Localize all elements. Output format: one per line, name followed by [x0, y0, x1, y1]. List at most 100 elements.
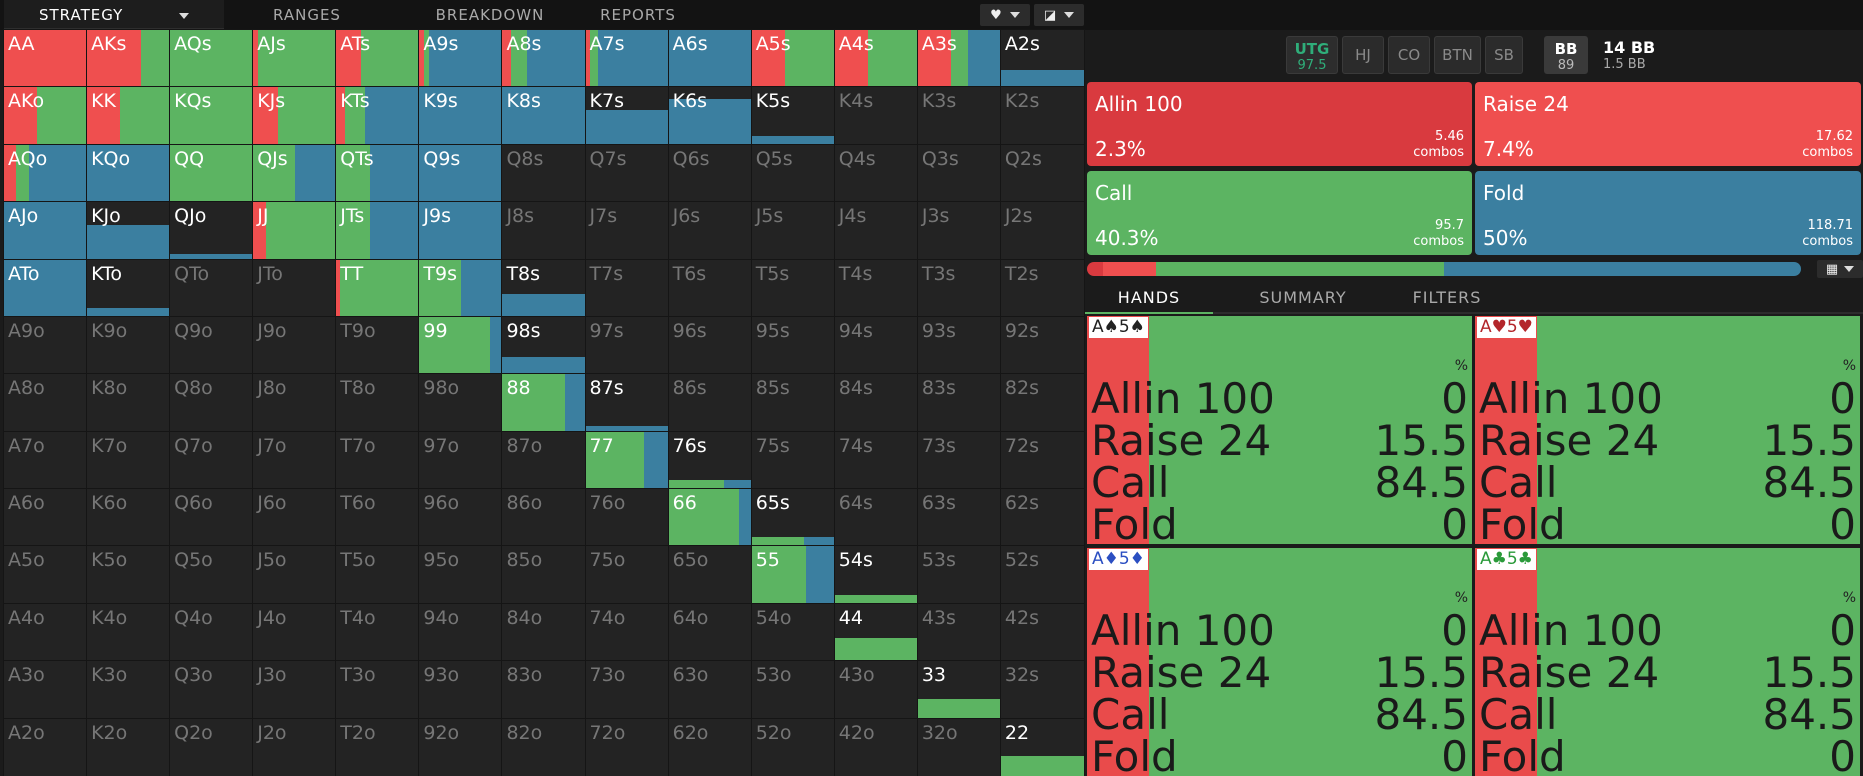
hand-cell-97o[interactable]: 97o	[418, 430, 504, 491]
hand-cell-t8o[interactable]: T8o	[335, 373, 421, 433]
hand-cell-88[interactable]: 88	[501, 373, 587, 433]
hand-cell-t9o[interactable]: T9o	[335, 315, 421, 376]
hand-cell-64s[interactable]: 64s	[833, 488, 919, 548]
tab-reports[interactable]: REPORTS	[600, 6, 676, 24]
view-mode-button[interactable]: ◪	[1034, 4, 1084, 26]
hand-combo-card[interactable]: A♠5♠% Allin 100 0 Raise 24 15.5 Call 84.5 Fold 0	[1087, 316, 1472, 544]
hand-cell-a4o[interactable]: A4o	[2, 602, 89, 663]
hand-cell-82o[interactable]: 82o	[501, 717, 587, 776]
hand-cell-a4s[interactable]: A4s	[833, 28, 919, 89]
hand-cell-62s[interactable]: 62s	[999, 488, 1085, 548]
hand-cell-t7s[interactable]: T7s	[584, 258, 670, 318]
hand-cell-72s[interactable]: 72s	[999, 430, 1085, 491]
hand-cell-64o[interactable]: 64o	[667, 602, 753, 663]
hand-cell-a3s[interactable]: A3s	[916, 28, 1002, 89]
hand-cell-66[interactable]: 66	[667, 488, 753, 548]
hand-cell-85o[interactable]: 85o	[501, 545, 587, 605]
hand-cell-97s[interactable]: 97s	[584, 315, 670, 376]
hand-cell-aqo[interactable]: AQo	[2, 143, 89, 204]
hand-cell-q7o[interactable]: Q7o	[169, 430, 255, 491]
hand-cell-q5s[interactable]: Q5s	[750, 143, 836, 204]
hand-cell-k5o[interactable]: K5o	[86, 545, 172, 605]
hand-combo-card[interactable]: A♦5♦% Allin 100 0 Raise 24 15.5 Call 84.5 Fold 0	[1087, 548, 1472, 776]
hand-cell-a7s[interactable]: A7s	[584, 28, 670, 89]
hand-cell-ato[interactable]: ATo	[2, 258, 89, 318]
hand-cell-a8s[interactable]: A8s	[501, 28, 587, 89]
hand-cell-95s[interactable]: 95s	[750, 315, 836, 376]
hand-cell-83o[interactable]: 83o	[501, 660, 587, 720]
hand-cell-53s[interactable]: 53s	[916, 545, 1002, 605]
hand-cell-j7o[interactable]: J7o	[252, 430, 338, 491]
action-fold[interactable]: Fold 50% 118.71 combos	[1475, 171, 1861, 255]
hand-cell-k8s[interactable]: K8s	[501, 86, 587, 146]
hand-cell-85s[interactable]: 85s	[750, 373, 836, 433]
tab-summary[interactable]: SUMMARY	[1259, 288, 1347, 307]
hand-cell-99[interactable]: 99	[418, 315, 504, 376]
hand-cell-32s[interactable]: 32s	[999, 660, 1085, 720]
hand-cell-q3s[interactable]: Q3s	[916, 143, 1002, 204]
hand-cell-84s[interactable]: 84s	[833, 373, 919, 433]
hand-cell-ajs[interactable]: AJs	[252, 28, 338, 89]
tab-breakdown[interactable]: BREAKDOWN	[435, 6, 545, 24]
hand-cell-j6s[interactable]: J6s	[667, 201, 753, 261]
hand-cell-32o[interactable]: 32o	[916, 717, 1002, 776]
hand-cell-94s[interactable]: 94s	[833, 315, 919, 376]
hand-cell-k4s[interactable]: K4s	[833, 86, 919, 146]
hand-cell-kjo[interactable]: KJo	[86, 201, 172, 261]
hand-cell-k7s[interactable]: K7s	[584, 86, 670, 146]
hand-cell-84o[interactable]: 84o	[501, 602, 587, 663]
action-allin-100[interactable]: Allin 100 2.3% 5.46 combos	[1087, 82, 1472, 166]
position-bb[interactable]: BB 89	[1544, 36, 1588, 74]
hand-cell-65s[interactable]: 65s	[750, 488, 836, 548]
hand-cell-j5o[interactable]: J5o	[252, 545, 338, 605]
hand-cell-jto[interactable]: JTo	[252, 258, 338, 318]
hand-cell-a9o[interactable]: A9o	[2, 315, 89, 376]
hand-cell-tt[interactable]: TT	[335, 258, 421, 318]
hand-cell-73s[interactable]: 73s	[916, 430, 1002, 491]
hand-cell-96o[interactable]: 96o	[418, 488, 504, 548]
hand-cell-a3o[interactable]: A3o	[2, 660, 89, 720]
hand-cell-q8o[interactable]: Q8o	[169, 373, 255, 433]
hand-cell-74s[interactable]: 74s	[833, 430, 919, 491]
hand-cell-q4o[interactable]: Q4o	[169, 602, 255, 663]
hand-cell-qto[interactable]: QTo	[169, 258, 255, 318]
hand-cell-76o[interactable]: 76o	[584, 488, 670, 548]
hand-cell-a6o[interactable]: A6o	[2, 488, 89, 548]
hand-cell-qq[interactable]: QQ	[169, 143, 255, 204]
hand-cell-a5o[interactable]: A5o	[2, 545, 89, 605]
hand-cell-qjo[interactable]: QJo	[169, 201, 255, 261]
hand-cell-j6o[interactable]: J6o	[252, 488, 338, 548]
hand-cell-t4s[interactable]: T4s	[833, 258, 919, 318]
hand-cell-63o[interactable]: 63o	[667, 660, 753, 720]
hand-cell-33[interactable]: 33	[916, 660, 1002, 720]
hand-cell-k4o[interactable]: K4o	[86, 602, 172, 663]
hand-cell-75o[interactable]: 75o	[584, 545, 670, 605]
hand-cell-j4o[interactable]: J4o	[252, 602, 338, 663]
hand-cell-t2s[interactable]: T2s	[999, 258, 1085, 318]
hand-cell-qts[interactable]: QTs	[335, 143, 421, 204]
hand-cell-q8s[interactable]: Q8s	[501, 143, 587, 204]
hand-cell-86s[interactable]: 86s	[667, 373, 753, 433]
hand-cell-72o[interactable]: 72o	[584, 717, 670, 776]
hand-cell-98s[interactable]: 98s	[501, 315, 587, 376]
hand-cell-q5o[interactable]: Q5o	[169, 545, 255, 605]
hand-cell-43o[interactable]: 43o	[833, 660, 919, 720]
hand-cell-qjs[interactable]: QJs	[252, 143, 338, 204]
hand-cell-q6s[interactable]: Q6s	[667, 143, 753, 204]
grid-view-button[interactable]: ▦	[1817, 260, 1863, 278]
hand-cell-87s[interactable]: 87s	[584, 373, 670, 433]
hand-cell-42s[interactable]: 42s	[999, 602, 1085, 663]
hand-cell-kts[interactable]: KTs	[335, 86, 421, 146]
hand-cell-t8s[interactable]: T8s	[501, 258, 587, 318]
hand-cell-74o[interactable]: 74o	[584, 602, 670, 663]
hand-cell-87o[interactable]: 87o	[501, 430, 587, 491]
hand-cell-73o[interactable]: 73o	[584, 660, 670, 720]
hand-cell-54o[interactable]: 54o	[750, 602, 836, 663]
hand-cell-42o[interactable]: 42o	[833, 717, 919, 776]
hand-cell-a7o[interactable]: A7o	[2, 430, 89, 491]
hand-cell-52o[interactable]: 52o	[750, 717, 836, 776]
hand-cell-86o[interactable]: 86o	[501, 488, 587, 548]
hand-cell-55[interactable]: 55	[750, 545, 836, 605]
hand-cell-62o[interactable]: 62o	[667, 717, 753, 776]
hand-cell-j8s[interactable]: J8s	[501, 201, 587, 261]
